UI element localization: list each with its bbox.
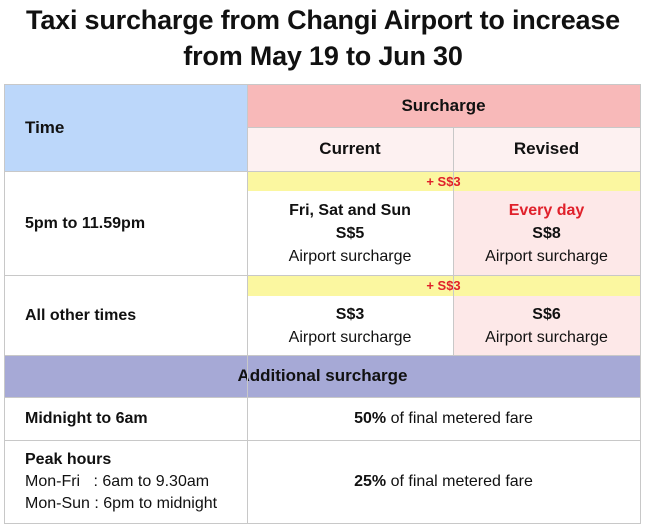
peak-hours-everyday: Mon-Sun : 6pm to midnight <box>25 494 218 512</box>
current-amount-other: S$3 <box>335 305 365 323</box>
current-cell-other: S$3 Airport surcharge <box>247 296 453 355</box>
revised-amount-other: S$6 <box>532 305 561 323</box>
midnight-fare-cell: 50% of final metered fare <box>247 397 640 440</box>
midnight-percent: 50% <box>354 410 387 427</box>
peak-fare-cell: 25% of final metered fare <box>247 440 640 523</box>
revised-header: Revised <box>453 127 640 171</box>
divider <box>5 440 640 441</box>
time-header-cell: Time <box>5 85 247 171</box>
increase-badge-other: + S$3 <box>247 275 640 296</box>
row-time-evening: 5pm to 11.59pm <box>25 214 146 232</box>
peak-fare-text: 25% of final metered fare <box>354 470 533 493</box>
page-title: Taxi surcharge from Changi Airport to in… <box>0 2 646 74</box>
current-note-evening: Airport surcharge <box>288 247 412 265</box>
divider <box>5 397 640 398</box>
revised-note-other: Airport surcharge <box>485 328 608 346</box>
midnight-fare-rest: of final metered fare <box>386 410 533 427</box>
surcharge-header: Surcharge <box>247 85 640 127</box>
time-header: Time <box>25 118 65 137</box>
current-note-other: Airport surcharge <box>288 328 412 346</box>
peak-percent: 25% <box>354 473 387 490</box>
row-time-midnight: Midnight to 6am <box>25 410 148 427</box>
current-cell-evening: Fri, Sat and Sun S$5 Airport surcharge <box>247 191 453 275</box>
midnight-fare-text: 50% of final metered fare <box>354 407 533 430</box>
revised-amount-evening: S$8 <box>532 224 561 242</box>
title-line-1: Taxi surcharge from Changi Airport to in… <box>26 5 620 35</box>
current-amount-evening: S$5 <box>335 224 365 242</box>
divider <box>247 85 248 523</box>
revised-note-evening: Airport surcharge <box>485 247 608 265</box>
peak-hours-cell: Peak hours Mon-Fri : 6am to 9.30am Mon-S… <box>5 440 247 523</box>
revised-cell-other: S$6 Airport surcharge <box>453 296 640 355</box>
divider <box>247 127 640 128</box>
divider <box>5 275 640 276</box>
peak-fare-rest: of final metered fare <box>386 473 533 490</box>
revised-cell-evening: Every day S$8 Airport surcharge <box>453 191 640 275</box>
revised-days-evening: Every day <box>508 201 585 219</box>
increase-badge-evening: + S$3 <box>247 171 640 191</box>
additional-header: Additional surcharge <box>5 355 640 397</box>
divider <box>453 127 454 355</box>
peak-hours-weekday: Mon-Fri : 6am to 9.30am <box>25 472 210 490</box>
divider <box>5 171 640 172</box>
row-time-other: All other times <box>25 306 137 324</box>
divider <box>5 355 640 356</box>
current-header: Current <box>247 127 453 171</box>
surcharge-table: Time Surcharge Current Revised 5pm to 11… <box>4 84 641 524</box>
peak-hours-label: Peak hours <box>25 450 112 468</box>
current-days-evening: Fri, Sat and Sun <box>289 201 411 219</box>
title-line-2: from May 19 to Jun 30 <box>183 41 463 71</box>
